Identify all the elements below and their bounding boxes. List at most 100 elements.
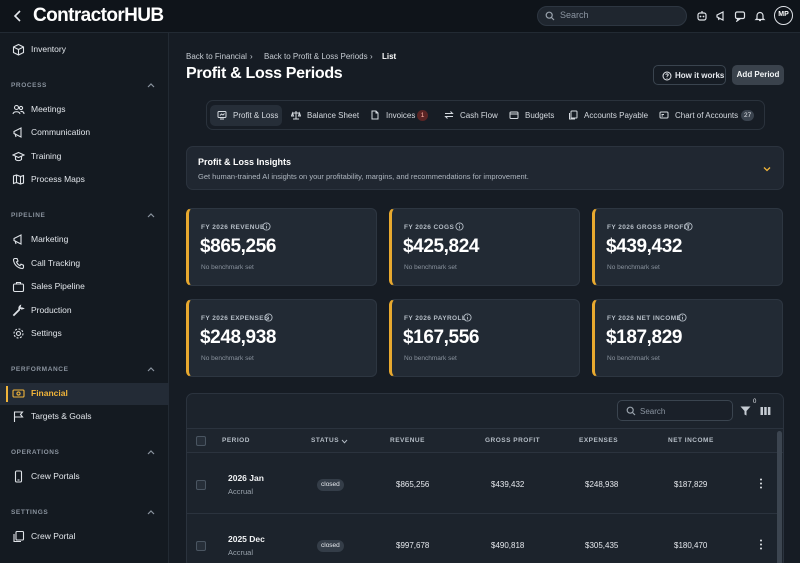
wrench-icon [12,304,25,317]
row-checkbox[interactable] [196,541,206,551]
columns-icon[interactable] [760,406,771,416]
kebab-menu-icon[interactable] [759,539,763,550]
chevron-up-icon[interactable] [147,82,155,88]
status-badge: closed [317,479,344,491]
filter-count-badge: 0 [753,399,757,405]
back-chevron-icon[interactable] [11,9,25,23]
robot-icon[interactable] [696,10,708,22]
column-header-expenses[interactable]: EXPENSES [579,437,619,444]
global-search-placeholder: Search [560,10,589,20]
kpi-label: FY 2026 GROSS PROFIT [607,224,691,231]
add-period-button[interactable]: Add Period [732,65,784,85]
tab-label: Invoices [386,111,416,120]
sidebar-item-communication[interactable]: Communication [0,122,169,144]
report-icon [217,111,227,120]
app-logo[interactable]: ContractorHUB [33,5,164,26]
bell-icon[interactable] [754,10,766,22]
column-header-gross-profit[interactable]: GROSS PROFIT [485,437,541,444]
tab-invoices[interactable]: Invoices 1 [363,105,433,126]
tab-chart-of-accounts[interactable]: Chart of Accounts 27 [652,105,760,126]
row-revenue: $865,256 [396,480,430,489]
tab-balance-sheet[interactable]: Balance Sheet [284,105,362,126]
status-badge: closed [317,540,344,552]
breadcrumb-link-pl-periods[interactable]: Back to Profit & Loss Periods [264,52,368,61]
sidebar-item-crew-portal[interactable]: Crew Portal [0,526,169,548]
info-icon[interactable] [264,313,273,322]
column-header-revenue[interactable]: REVENUE [390,437,425,444]
sidebar-item-financial[interactable]: Financial [0,383,169,405]
sort-chevron-down-icon[interactable] [341,439,348,444]
wallet-icon [509,111,519,119]
sidebar-item-label: Meetings [31,104,66,114]
sidebar-item-inventory[interactable]: Inventory [0,39,169,61]
sidebar-item-label: Process Maps [31,174,85,184]
sidebar-item-crew-portals[interactable]: Crew Portals [0,466,169,488]
table-row[interactable]: 2026 Jan Accrual closed $865,256 $439,43… [187,454,777,514]
sidebar-item-settings[interactable]: Settings [0,323,169,345]
kpi-value: $425,824 [403,236,480,257]
insights-panel[interactable]: Profit & Loss Insights Get human-trained… [186,146,784,190]
tab-label: Chart of Accounts [675,111,739,120]
row-expenses: $248,938 [585,480,619,489]
map-icon [12,174,25,185]
chat-icon[interactable] [734,10,746,22]
section-title-operations: OPERATIONS [11,449,60,456]
sidebar-item-training[interactable]: Training [0,146,169,168]
chevron-down-icon[interactable] [763,166,771,172]
tab-profit-loss[interactable]: Profit & Loss [210,105,282,126]
user-avatar[interactable]: MP [774,6,793,25]
column-header-net-income[interactable]: NET INCOME [668,437,714,444]
info-icon[interactable] [463,313,472,322]
insights-title: Profit & Loss Insights [198,157,292,167]
sidebar-item-label: Call Tracking [31,258,81,268]
breadcrumb-link-financial[interactable]: Back to Financial [186,52,247,61]
info-icon[interactable] [678,313,687,322]
chevron-up-icon[interactable] [147,449,155,455]
row-net-income: $187,829 [674,480,708,489]
tab-cash-flow[interactable]: Cash Flow [437,105,499,126]
select-all-checkbox[interactable] [196,436,206,446]
phone-icon [12,257,25,270]
row-type: Accrual [228,548,254,557]
info-icon[interactable] [262,222,271,231]
table-search-input[interactable]: Search [617,400,733,421]
sidebar-item-call-tracking[interactable]: Call Tracking [0,253,169,275]
table-scrollbar[interactable] [777,431,782,563]
kpi-note: No benchmark set [404,355,457,362]
sidebar-item-targets-goals[interactable]: Targets & Goals [0,406,169,428]
chevron-up-icon[interactable] [147,509,155,515]
how-it-works-button[interactable]: How it works [653,65,726,85]
global-search-input[interactable]: Search [537,6,687,26]
files-icon [569,110,578,120]
row-period: 2025 Dec [228,534,265,544]
gear-icon [13,328,24,339]
info-icon[interactable] [455,222,464,231]
people-icon [12,104,25,115]
tab-bar: Profit & Loss Balance Sheet Invoices 1 C… [206,100,765,130]
row-checkbox[interactable] [196,480,206,490]
tab-label: Budgets [525,111,555,120]
sidebar-item-sales-pipeline[interactable]: Sales Pipeline [0,276,169,298]
column-header-period[interactable]: PERIOD [222,437,250,444]
sidebar-item-label: Inventory [31,44,66,54]
kpi-value: $167,556 [403,327,480,348]
sidebar-item-marketing[interactable]: Marketing [0,229,169,251]
sidebar-item-meetings[interactable]: Meetings [0,99,169,121]
info-icon[interactable] [684,222,693,231]
kpi-card-revenue: FY 2026 REVENUE $865,256 No benchmark se… [186,208,377,286]
tab-accounts-payable[interactable]: Accounts Payable [561,105,649,126]
megaphone-icon[interactable] [715,10,727,22]
kebab-menu-icon[interactable] [759,478,763,489]
sidebar-item-production[interactable]: Production [0,300,169,322]
help-circle-icon [662,71,672,81]
tab-budgets[interactable]: Budgets [502,105,558,126]
flag-icon [13,411,24,422]
mobile-icon [14,470,23,483]
chevron-up-icon[interactable] [147,212,155,218]
table-row[interactable]: 2025 Dec Accrual closed $997,678 $490,81… [187,515,777,563]
column-header-status[interactable]: STATUS [311,437,340,444]
kpi-note: No benchmark set [201,264,254,271]
sidebar-item-process-maps[interactable]: Process Maps [0,169,169,191]
chevron-up-icon[interactable] [147,366,155,372]
filter-icon[interactable] [740,406,751,416]
